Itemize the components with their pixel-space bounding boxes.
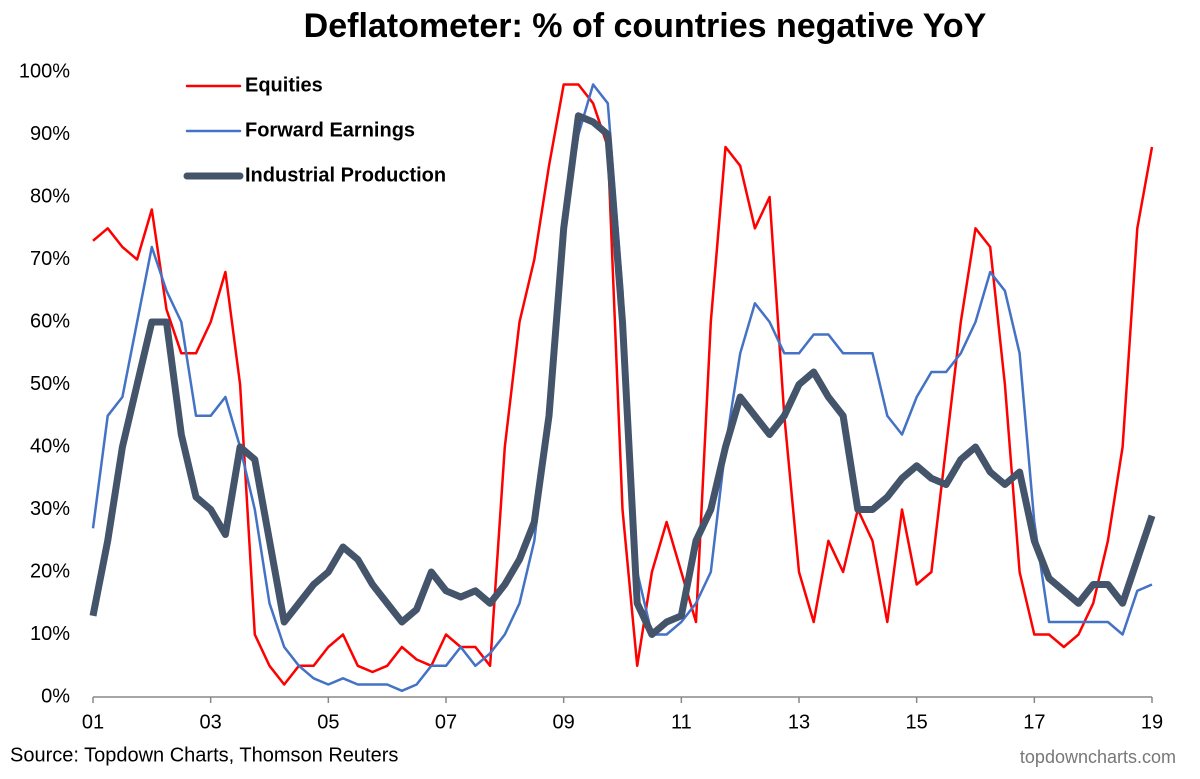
watermark: topdowncharts.com bbox=[1020, 747, 1176, 767]
y-tick-label: 0% bbox=[41, 685, 70, 707]
y-tick-label: 10% bbox=[30, 623, 70, 645]
x-tick-label: 19 bbox=[1141, 711, 1163, 733]
y-tick-label: 40% bbox=[30, 435, 70, 457]
x-tick-label: 17 bbox=[1023, 711, 1045, 733]
y-tick-label: 60% bbox=[30, 310, 70, 332]
y-tick-label: 90% bbox=[30, 123, 70, 145]
legend-label: Equities bbox=[245, 74, 323, 96]
source: Source: Topdown Charts, Thomson Reuters bbox=[10, 744, 398, 766]
y-tick-label: 70% bbox=[30, 248, 70, 270]
x-tick-label: 11 bbox=[671, 711, 692, 733]
x-tick-label: 03 bbox=[200, 711, 222, 733]
legend-label: Forward Earnings bbox=[245, 119, 415, 141]
x-tick-label: 13 bbox=[788, 711, 810, 733]
x-tick-label: 07 bbox=[435, 711, 457, 733]
x-tick-label: 01 bbox=[82, 711, 104, 733]
y-tick-label: 30% bbox=[30, 498, 70, 520]
legend-label: Industrial Production bbox=[245, 164, 446, 186]
x-tick-label: 09 bbox=[553, 711, 575, 733]
series-line bbox=[92, 83, 1154, 686]
y-tick-label: 100% bbox=[19, 60, 70, 82]
series-line bbox=[89, 112, 1156, 638]
y-tick-label: 80% bbox=[30, 185, 70, 207]
chart-title: Deflatometer: % of countries negative Yo… bbox=[304, 7, 987, 45]
x-tick-label: 15 bbox=[906, 711, 928, 733]
y-tick-label: 20% bbox=[30, 560, 70, 582]
x-tick-label: 05 bbox=[317, 711, 339, 733]
y-tick-label: 50% bbox=[30, 373, 70, 395]
